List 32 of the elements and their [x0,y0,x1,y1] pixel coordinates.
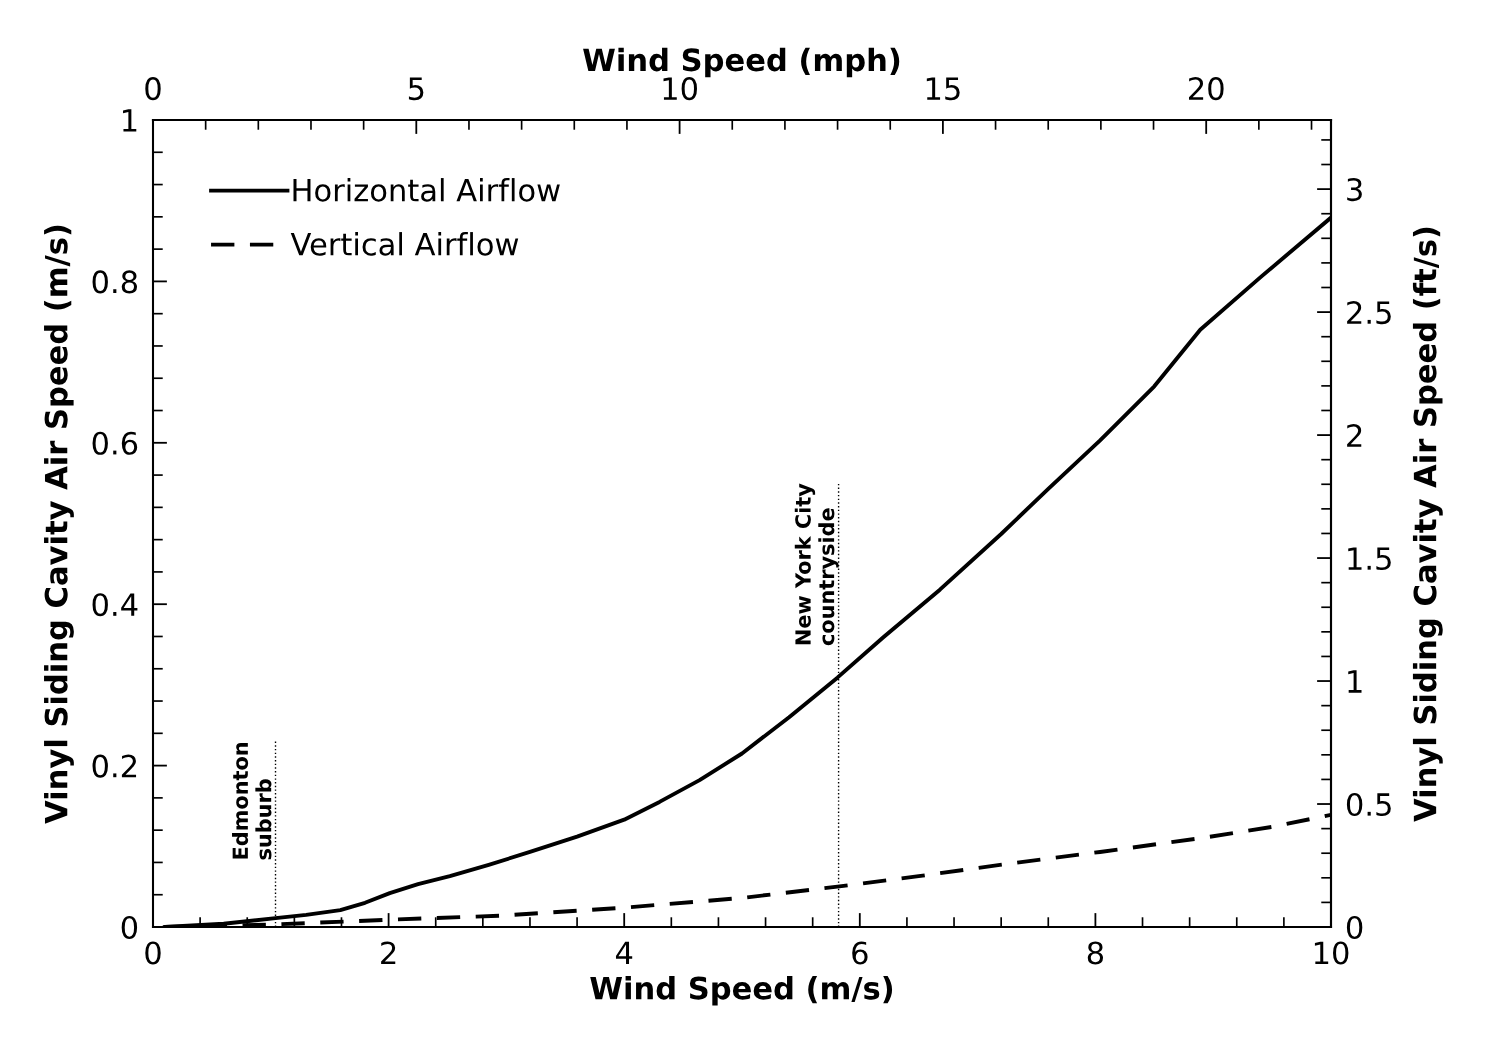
x2-tick-label: 15 [926,77,960,101]
x2-tick-label: 5 [408,77,424,101]
y-tick-label: 0.6 [92,431,138,455]
y2-tick-label: 1 [1348,670,1362,693]
x-tick-label: 6 [852,941,868,965]
y-tick-label: 1 [123,109,137,132]
y-tick-label: 0 [121,915,138,940]
y2-tick-label: 0.5 [1346,792,1391,817]
y2-tick-label: 3 [1347,178,1362,202]
ref-line-label: New York City countryside [794,483,839,646]
x-tick-label: 0 [145,941,161,965]
y2-tick-label: 2 [1347,424,1362,447]
y2-axis-title: Vinyl Siding Cavity Air Speed (ft/s) [1412,227,1443,822]
y2-tick-label: 1.5 [1348,547,1391,571]
y-tick-label: 0.2 [92,754,137,778]
legend-label: Horizontal Airflow [293,178,560,202]
y-tick-label: 0.4 [92,593,138,617]
x-tick-label: 4 [615,941,633,965]
x-tick-label: 10 [1314,941,1349,965]
x2-tick-label: 0 [145,77,161,101]
x2-axis-title: Wind Speed (mph) [583,47,900,78]
x-tick-label: 8 [1087,941,1104,965]
y2-tick-label: 0 [1346,915,1363,940]
y-axis-title: Vinyl Siding Cavity Air Speed (m/s) [44,225,74,824]
x-tick-label: 2 [381,941,396,965]
x2-tick-label: 10 [663,77,698,101]
y-tick-label: 0.8 [92,270,138,294]
x2-tick-label: 20 [1188,77,1224,101]
ref-line-label: Edmonton suburb [232,743,272,860]
x-axis-title: Wind Speed (m/s) [590,976,893,1006]
y2-tick-label: 2.5 [1347,301,1391,325]
legend-label: Vertical Airflow [290,232,519,256]
